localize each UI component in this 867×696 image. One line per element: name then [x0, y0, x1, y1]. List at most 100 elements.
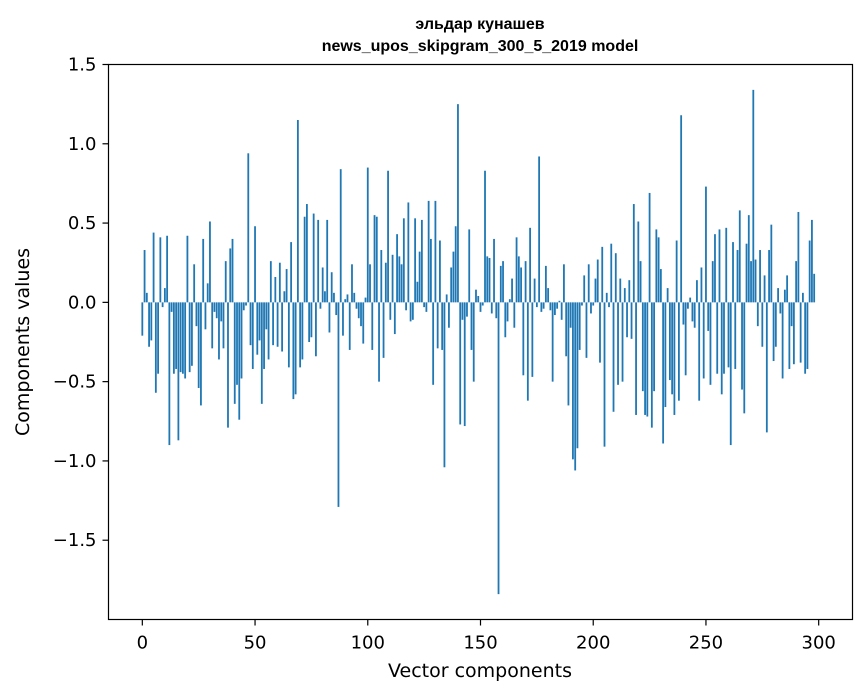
bar-10 [163, 288, 166, 303]
bar-84 [330, 272, 333, 303]
bar-90 [344, 299, 347, 303]
bar-69 [296, 120, 299, 303]
bar-214 [623, 288, 626, 303]
bar-298 [813, 273, 816, 303]
bar-294 [804, 302, 807, 374]
bar-122 [416, 281, 419, 303]
bar-153 [486, 256, 489, 303]
bar-42 [236, 302, 238, 385]
bar-261 [729, 302, 732, 446]
bar-212 [619, 278, 622, 303]
bar-175 [535, 302, 538, 308]
bar-191 [572, 302, 574, 460]
bar-44 [240, 302, 243, 379]
bar-56 [267, 302, 270, 360]
bar-123 [418, 251, 421, 303]
bar-252 [709, 302, 712, 385]
bar-269 [747, 215, 750, 303]
bar-74 [308, 302, 311, 342]
x-tick-label: 150 [463, 633, 497, 654]
bar-262 [732, 242, 734, 303]
x-axis-label: Vector components [388, 660, 572, 682]
bar-85 [333, 292, 335, 303]
bar-244 [691, 302, 694, 322]
bar-35 [220, 302, 223, 322]
bar-208 [610, 243, 613, 303]
bar-187 [563, 264, 565, 303]
bar-268 [745, 243, 748, 303]
bar-259 [725, 227, 728, 303]
bar-185 [558, 300, 561, 303]
bar-103 [373, 215, 376, 303]
bar-225 [648, 192, 651, 303]
bar-142 [461, 302, 464, 320]
bar-0 [141, 302, 144, 336]
bar-117 [405, 302, 407, 311]
bar-233 [666, 288, 669, 303]
bar-50 [254, 226, 256, 303]
bar-162 [506, 302, 509, 322]
bar-297 [811, 219, 813, 303]
bar-7 [157, 302, 159, 374]
bar-28 [204, 302, 207, 330]
bar-135 [445, 294, 448, 303]
bar-237 [675, 240, 678, 303]
bar-33 [215, 302, 218, 319]
bar-241 [684, 302, 687, 376]
bar-258 [723, 302, 725, 374]
bar-195 [581, 302, 583, 306]
bar-218 [632, 204, 635, 303]
bar-290 [795, 261, 798, 303]
bar-81 [324, 291, 326, 303]
bar-183 [554, 302, 556, 316]
bar-275 [761, 302, 764, 347]
x-tick-label: 250 [689, 633, 723, 654]
bar-205 [603, 302, 606, 447]
chart-title-line2: news_upos_skipgram_300_5_2019 model [322, 38, 639, 55]
bar-211 [617, 302, 619, 385]
bar-148 [475, 289, 477, 303]
bar-201 [594, 278, 597, 303]
bar-40 [231, 238, 234, 303]
bar-8 [159, 237, 162, 303]
bar-248 [700, 267, 703, 303]
bar-180 [547, 288, 550, 303]
bar-292 [799, 302, 802, 363]
bar-232 [664, 302, 667, 408]
bar-60 [276, 302, 279, 347]
bar-166 [515, 237, 518, 303]
bar-236 [673, 302, 676, 415]
bar-143 [463, 302, 466, 427]
bar-127 [427, 200, 430, 303]
bar-138 [452, 251, 455, 303]
bar-53 [260, 302, 263, 404]
bar-283 [779, 302, 782, 314]
bar-59 [274, 276, 277, 303]
bar-134 [443, 302, 446, 468]
bar-58 [272, 302, 274, 346]
bar-3 [148, 302, 150, 347]
bar-165 [513, 302, 516, 328]
bar-89 [342, 302, 344, 336]
bar-254 [714, 234, 716, 303]
bar-51 [256, 302, 259, 355]
bar-16 [177, 302, 180, 441]
bar-11 [166, 235, 169, 303]
bar-198 [587, 264, 590, 303]
bar-219 [635, 302, 637, 415]
bar-21 [188, 302, 191, 373]
bar-49 [251, 302, 254, 369]
bar-93 [351, 264, 353, 303]
bar-229 [657, 237, 660, 303]
bar-272 [754, 259, 757, 303]
bar-92 [348, 302, 351, 350]
bar-120 [411, 302, 414, 320]
y-axis-ticks: 1.5 1.0 0.5 0.0 −0.5 −1.0 −1.5 [53, 55, 109, 551]
bar-207 [608, 302, 610, 308]
bar-86 [335, 302, 338, 316]
bar-146 [470, 302, 473, 350]
bar-14 [172, 302, 175, 374]
bar-64 [285, 269, 288, 303]
bar-1 [143, 250, 146, 303]
bar-series [141, 89, 816, 595]
